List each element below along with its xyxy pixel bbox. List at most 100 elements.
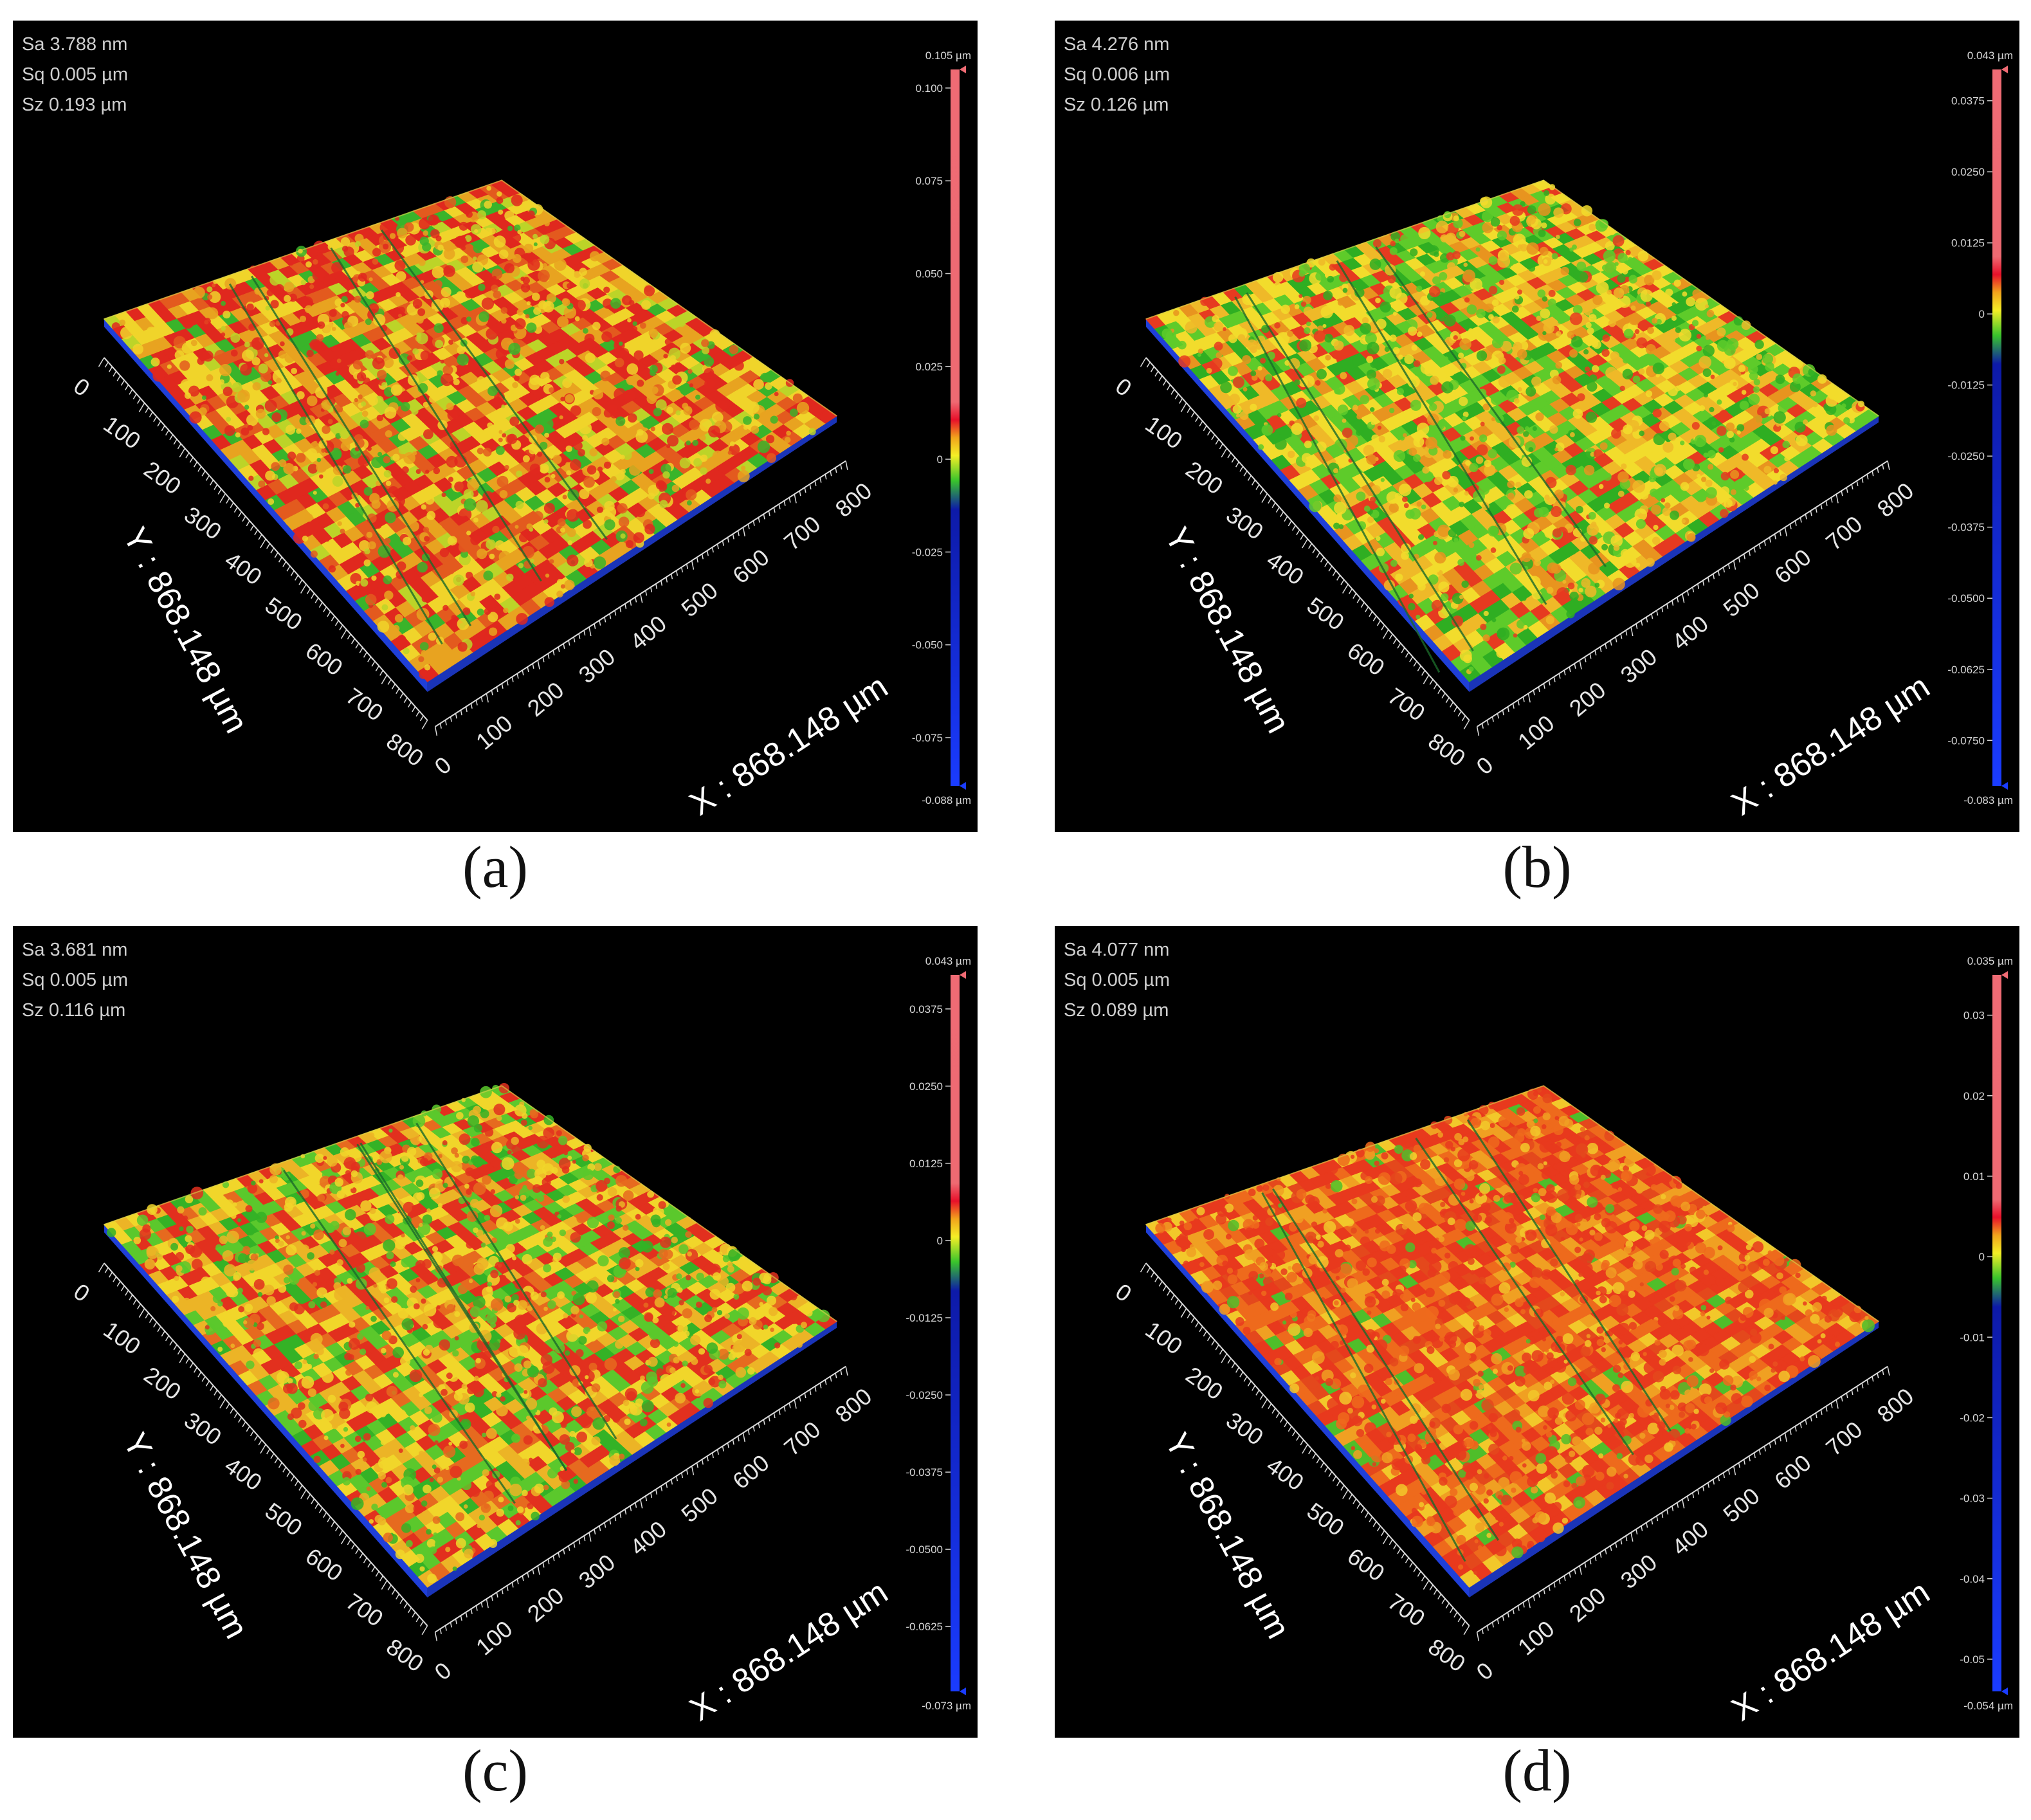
colorbar: 0.043 µm -0.083 µm 0.0375 0.0250 0.0125 0 -0.0… — [1947, 50, 2013, 806]
colorbar-tick-label: 0.03 — [1963, 1010, 1985, 1022]
y-tick-label: 600 — [301, 637, 348, 681]
x-tick-label: 100 — [1513, 710, 1559, 755]
colorbar-tick-label: -0.0250 — [1947, 450, 1985, 462]
colorbar: 0.043 µm -0.073 µm 0.0375 0.0250 0.0125 0 -0.0… — [906, 955, 971, 1712]
panel-b: 0 100 200 300 400 500 600 700 800 Y : 868.148 µm 0… — [1055, 21, 2019, 832]
sa-value: Sa 4.276 nm — [1064, 34, 1170, 55]
colorbar-tick-label: 0.0375 — [1951, 95, 1985, 107]
y-tick-label: 500 — [1302, 1497, 1349, 1541]
sz-value: Sz 0.116 µm — [22, 1000, 126, 1021]
colorbar-tick-label: 0.100 — [915, 82, 943, 95]
x-tick-label: 300 — [1616, 1549, 1662, 1594]
x-tick-label: 600 — [727, 1449, 774, 1494]
x-tick-label: 600 — [1769, 543, 1816, 588]
y-tick-label: 300 — [1221, 501, 1268, 545]
y-tick-label: 700 — [342, 1588, 388, 1632]
roughness-stats: Sa 4.276 nm Sq 0.006 µm Sz 0.126 µm — [1064, 30, 1170, 120]
x-axis-title: X : 868.148 µm — [683, 1573, 894, 1728]
y-tick-label: 0 — [69, 372, 95, 401]
caption-b: (b) — [1502, 834, 1572, 900]
colorbar-max-marker — [2001, 971, 2008, 979]
surface-edge-left — [104, 319, 428, 692]
x-tick-label: 200 — [522, 677, 569, 722]
colorbar-tick-label: -0.04 — [1960, 1573, 1985, 1585]
y-tick-label: 800 — [1423, 728, 1470, 772]
surface-edge-front — [1469, 1321, 1879, 1597]
x-tick-label: 0 — [1471, 751, 1498, 779]
colorbar-tick-label: 0.075 — [915, 175, 943, 187]
sa-value: Sa 3.681 nm — [22, 940, 128, 960]
x-tick-label: 700 — [1821, 1416, 1867, 1461]
y-tick-label: 500 — [260, 592, 307, 635]
caption-d: (d) — [1502, 1738, 1572, 1803]
colorbar-tick-label: 0.02 — [1963, 1090, 1985, 1102]
y-tick-label: 600 — [301, 1543, 348, 1587]
colorbar-tick-label: -0.0625 — [1947, 664, 1985, 676]
colorbar-max-marker — [960, 66, 966, 73]
sq-value: Sq 0.005 µm — [1064, 970, 1170, 990]
x-tick-label: 800 — [1872, 477, 1918, 522]
x-tick-label: 400 — [625, 1516, 671, 1561]
colorbar-min-marker — [960, 1688, 966, 1695]
x-tick-label: 400 — [625, 610, 671, 655]
colorbar-tick-label: 0.0250 — [1951, 166, 1985, 178]
y-tick-label: 100 — [99, 1316, 146, 1360]
colorbar-tick-label: 0.0125 — [1951, 237, 1985, 250]
x-axis-title: X : 868.148 µm — [1725, 1573, 1936, 1728]
roughness-stats: Sa 3.681 nm Sq 0.005 µm Sz 0.116 µm — [22, 935, 128, 1026]
y-tick-label: 0 — [69, 1278, 95, 1307]
sz-value: Sz 0.089 µm — [1064, 1000, 1169, 1021]
y-tick-label: 500 — [1302, 592, 1349, 635]
y-tick-label: 400 — [1262, 547, 1309, 590]
y-tick-label: 300 — [179, 1406, 226, 1450]
colorbar-tick-label: -0.075 — [912, 732, 943, 744]
y-tick-label: 200 — [1181, 456, 1228, 500]
sa-value: Sa 3.788 nm — [22, 34, 128, 55]
surface-edge-front — [1469, 415, 1879, 692]
surface-texture — [1145, 179, 1880, 682]
colorbar-tick-label: -0.025 — [912, 546, 943, 558]
colorbar-gradient — [1992, 975, 2001, 1691]
sq-value: Sq 0.006 µm — [1064, 64, 1170, 85]
colorbar-bottom-label: -0.083 µm — [1963, 794, 2013, 806]
x-tick-label: 0 — [430, 1657, 457, 1685]
sa-value: Sa 4.077 nm — [1064, 940, 1170, 960]
colorbar-bottom-label: -0.088 µm — [922, 794, 971, 806]
colorbar-tick-label: 0.0125 — [909, 1158, 943, 1170]
y-tick-label: 500 — [260, 1497, 307, 1541]
x-tick-label: 700 — [779, 511, 825, 556]
y-tick-label: 400 — [1262, 1452, 1309, 1496]
colorbar-bottom-label: -0.054 µm — [1963, 1700, 2013, 1712]
colorbar-max-marker — [960, 971, 966, 979]
colorbar-tick-label: 0 — [1979, 308, 1985, 320]
y-tick-label: 100 — [1141, 410, 1188, 454]
sz-value: Sz 0.193 µm — [22, 95, 127, 115]
colorbar-top-label: 0.043 µm — [1967, 50, 2013, 62]
x-axis-title: X : 868.148 µm — [1725, 668, 1936, 823]
x-tick-label: 0 — [1471, 1657, 1498, 1685]
colorbar-tick-label: -0.0625 — [906, 1621, 943, 1633]
colorbar-top-label: 0.105 µm — [925, 50, 971, 62]
colorbar-tick-label: -0.02 — [1960, 1412, 1985, 1424]
x-tick-label: 600 — [1769, 1449, 1816, 1494]
y-tick-label: 0 — [1111, 1278, 1136, 1307]
surface-edge-left — [104, 1224, 428, 1597]
x-tick-label: 800 — [830, 1383, 877, 1428]
surface-edge-front — [427, 1321, 837, 1597]
surface-edge-left — [1145, 319, 1470, 692]
x-tick-label: 0 — [430, 751, 457, 779]
colorbar-tick-label: 0.0250 — [909, 1080, 943, 1093]
x-tick-label: 100 — [1513, 1615, 1559, 1661]
y-tick-label: 700 — [1383, 1588, 1430, 1632]
colorbar-tick-label: 0 — [937, 1235, 943, 1247]
colorbar-tick-label: 0 — [937, 453, 943, 466]
colorbar-tick-label: -0.0125 — [1947, 379, 1985, 392]
roughness-stats: Sa 3.788 nm Sq 0.005 µm Sz 0.193 µm — [22, 30, 128, 120]
y-tick-label: 700 — [342, 682, 388, 726]
x-tick-label: 200 — [522, 1582, 569, 1627]
x-tick-label: 100 — [471, 1615, 517, 1661]
x-tick-label: 400 — [1667, 610, 1713, 655]
roughness-stats: Sa 4.077 nm Sq 0.005 µm Sz 0.089 µm — [1064, 935, 1170, 1026]
